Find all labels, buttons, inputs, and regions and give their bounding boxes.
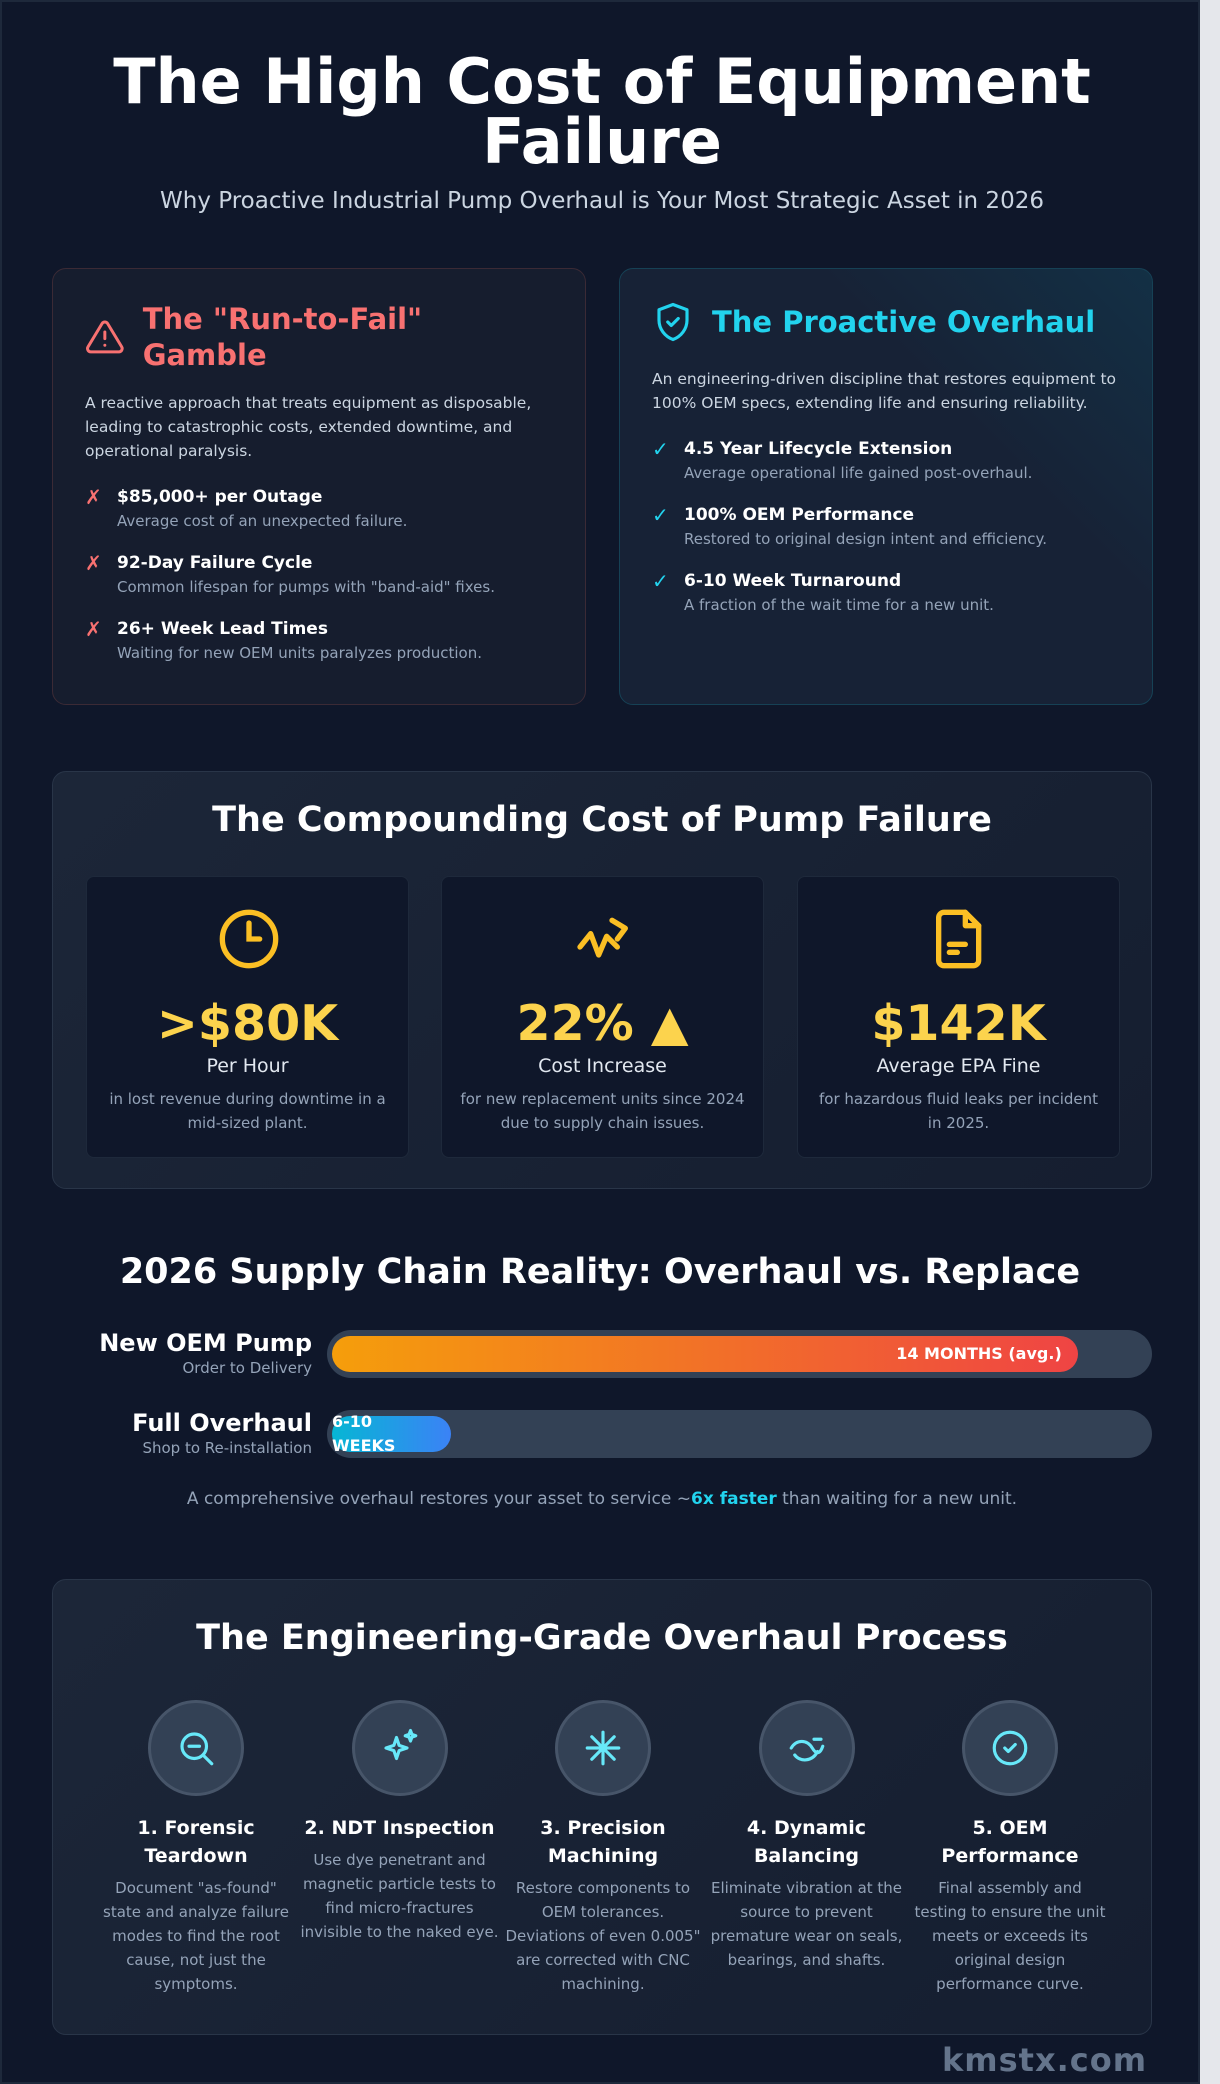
step-detail: Eliminate vibration at the source to pre… [710, 1879, 903, 1969]
bar-track: 6-10 WEEKS [327, 1410, 1152, 1458]
page-subtitle: Why Proactive Industrial Pump Overhaul i… [160, 188, 1044, 214]
step-icon-circle [962, 1700, 1058, 1796]
bar-label: New OEM Pump [99, 1329, 312, 1357]
list-item: ✗ 92-Day Failure Cycle Common lifespan for… [85, 551, 553, 599]
list-item: ✓ 6-10 Week Turnaround A fraction of the w… [652, 569, 1120, 617]
balance-wave-icon [789, 1737, 824, 1762]
step-icon-circle [758, 1700, 855, 1796]
item-title: 92-Day Failure Cycle [117, 553, 313, 573]
check-circle-icon [992, 1730, 1028, 1766]
magnifier-minus-icon [180, 1732, 214, 1766]
process-section: The Engineering-Grade Overhaul Process 1… [52, 1579, 1152, 2035]
bar-label: Full Overhaul [132, 1409, 312, 1437]
cross-icon: ✗ [85, 485, 102, 509]
step-icon-circle [351, 1700, 448, 1796]
shield-check-icon [657, 302, 689, 342]
stat-detail: for hazardous fluid leaks per incident i… [818, 1090, 1099, 1132]
cross-icon: ✗ [85, 617, 102, 641]
item-detail: Average operational life gained post-ove… [684, 464, 1033, 482]
stat-card: 22% ▲ Cost Increase for new replacement … [441, 876, 764, 1158]
stat-label: Average EPA Fine [876, 1055, 1041, 1077]
stat-label: Cost Increase [538, 1055, 667, 1077]
check-icon: ✓ [652, 437, 669, 461]
item-detail: Average cost of an unexpected failure. [117, 512, 408, 530]
comparison-note: A comprehensive overhaul restores your a… [186, 1489, 1018, 1509]
check-icon: ✓ [652, 503, 669, 527]
process-step: 1. Forensic Teardown Document "as-found" … [96, 1700, 296, 1996]
warning-triangle-icon [86, 320, 124, 354]
stat-value: 22% ▲ [516, 995, 689, 1052]
step-detail: Final assembly and testing to ensure the… [914, 1879, 1106, 1993]
supply-chain-title: 2026 Supply Chain Reality: Overhaul vs. … [119, 1252, 1081, 1292]
step-icon-circle [148, 1700, 244, 1796]
stat-label: Per Hour [206, 1055, 289, 1077]
process-step: 3. Precision Machining Restore components… [503, 1700, 703, 1996]
card-description: A reactive approach that treats equipmen… [85, 394, 532, 460]
process-step: 5. OEM Performance Final assembly and tes… [910, 1700, 1110, 1996]
list-item: ✓ 4.5 Year Lifecycle Extension Average ope… [652, 437, 1120, 485]
stat-detail: in lost revenue during downtime in a mid… [109, 1090, 386, 1132]
section-title: The Compounding Cost of Pump Failure [212, 800, 992, 840]
compounding-cost-section: The Compounding Cost of Pump Failure >$8… [52, 771, 1152, 1189]
trend-up-icon [577, 917, 628, 958]
bar-full-overhaul: Full Overhaul Shop to Re-installation 6-1… [52, 1409, 1152, 1460]
item-detail: Common lifespan for pumps with "band-aid… [117, 578, 495, 596]
sparkles-icon [383, 1728, 417, 1761]
step-detail: Restore components to OEM tolerances. De… [505, 1879, 701, 1993]
process-step: 4. Dynamic Balancing Eliminate vibration … [707, 1700, 907, 1972]
stat-value: >$80K [156, 995, 339, 1052]
card-title: The "Run-to-Fail" Gamble [142, 302, 423, 372]
item-title: 100% OEM Performance [684, 505, 915, 525]
card-description: An engineering-driven discipline that re… [652, 370, 1117, 412]
proactive-overhaul-card: The Proactive Overhaul An engineering-dr… [619, 268, 1153, 705]
item-detail: A fraction of the wait time for a new un… [684, 596, 994, 614]
item-title: 26+ Week Lead Times [117, 619, 328, 639]
asterisk-icon [585, 1730, 621, 1766]
item-title: 4.5 Year Lifecycle Extension [684, 439, 953, 459]
step-title: 3. Precision Machining [540, 1817, 666, 1867]
check-icon: ✓ [652, 569, 669, 593]
stat-detail: for new replacement units since 2024 due… [460, 1090, 745, 1132]
bar-sublabel: Order to Delivery [182, 1359, 313, 1377]
bar-track: 14 MONTHS (avg.) [327, 1330, 1152, 1378]
bar-fill: 14 MONTHS (avg.) [332, 1336, 1078, 1372]
bar-fill: 6-10 WEEKS [332, 1412, 451, 1455]
stat-card: $142K Average EPA Fine for hazardous flu… [797, 876, 1120, 1158]
step-title: 5. OEM Performance [941, 1817, 1079, 1867]
bar-sublabel: Shop to Re-installation [142, 1439, 312, 1457]
step-title: 2. NDT Inspection [304, 1817, 495, 1839]
watermark: kmstx.com [942, 2041, 1148, 2079]
step-detail: Document "as-found" state and analyze fa… [103, 1879, 289, 1993]
item-title: $85,000+ per Outage [117, 487, 323, 507]
run-to-fail-card: The "Run-to-Fail" Gamble A reactive appr… [52, 268, 586, 705]
stat-value: $142K [871, 995, 1046, 1052]
item-detail: Restored to original design intent and e… [684, 530, 1047, 548]
list-item: ✓ 100% OEM Performance Restored to origina… [652, 503, 1120, 551]
card-title: The Proactive Overhaul [712, 305, 1096, 339]
step-title: 4. Dynamic Balancing [746, 1817, 867, 1867]
item-detail: Waiting for new OEM units paralyzes prod… [117, 644, 482, 662]
list-item: ✗ $85,000+ per Outage Average cost of an u… [85, 485, 553, 533]
step-detail: Use dye penetrant and magnetic particle … [300, 1851, 499, 1941]
item-title: 6-10 Week Turnaround [684, 571, 902, 591]
bar-new-oem: New OEM Pump Order to Delivery 14 MONTHS … [52, 1329, 1152, 1380]
cross-icon: ✗ [85, 551, 102, 575]
section-title: The Engineering-Grade Overhaul Process [196, 1618, 1008, 1658]
page-title: The High Cost of Equipment Failure [113, 45, 1091, 178]
list-item: ✗ 26+ Week Lead Times Waiting for new OEM … [85, 617, 553, 665]
stat-card: >$80K Per Hour in lost revenue during do… [86, 876, 409, 1158]
step-icon-circle [555, 1700, 651, 1796]
step-title: 1. Forensic Teardown [137, 1817, 255, 1867]
clock-icon [219, 909, 279, 969]
process-step: 2. NDT Inspection Use dye penetrant and m… [300, 1700, 500, 1944]
document-icon [936, 909, 982, 969]
